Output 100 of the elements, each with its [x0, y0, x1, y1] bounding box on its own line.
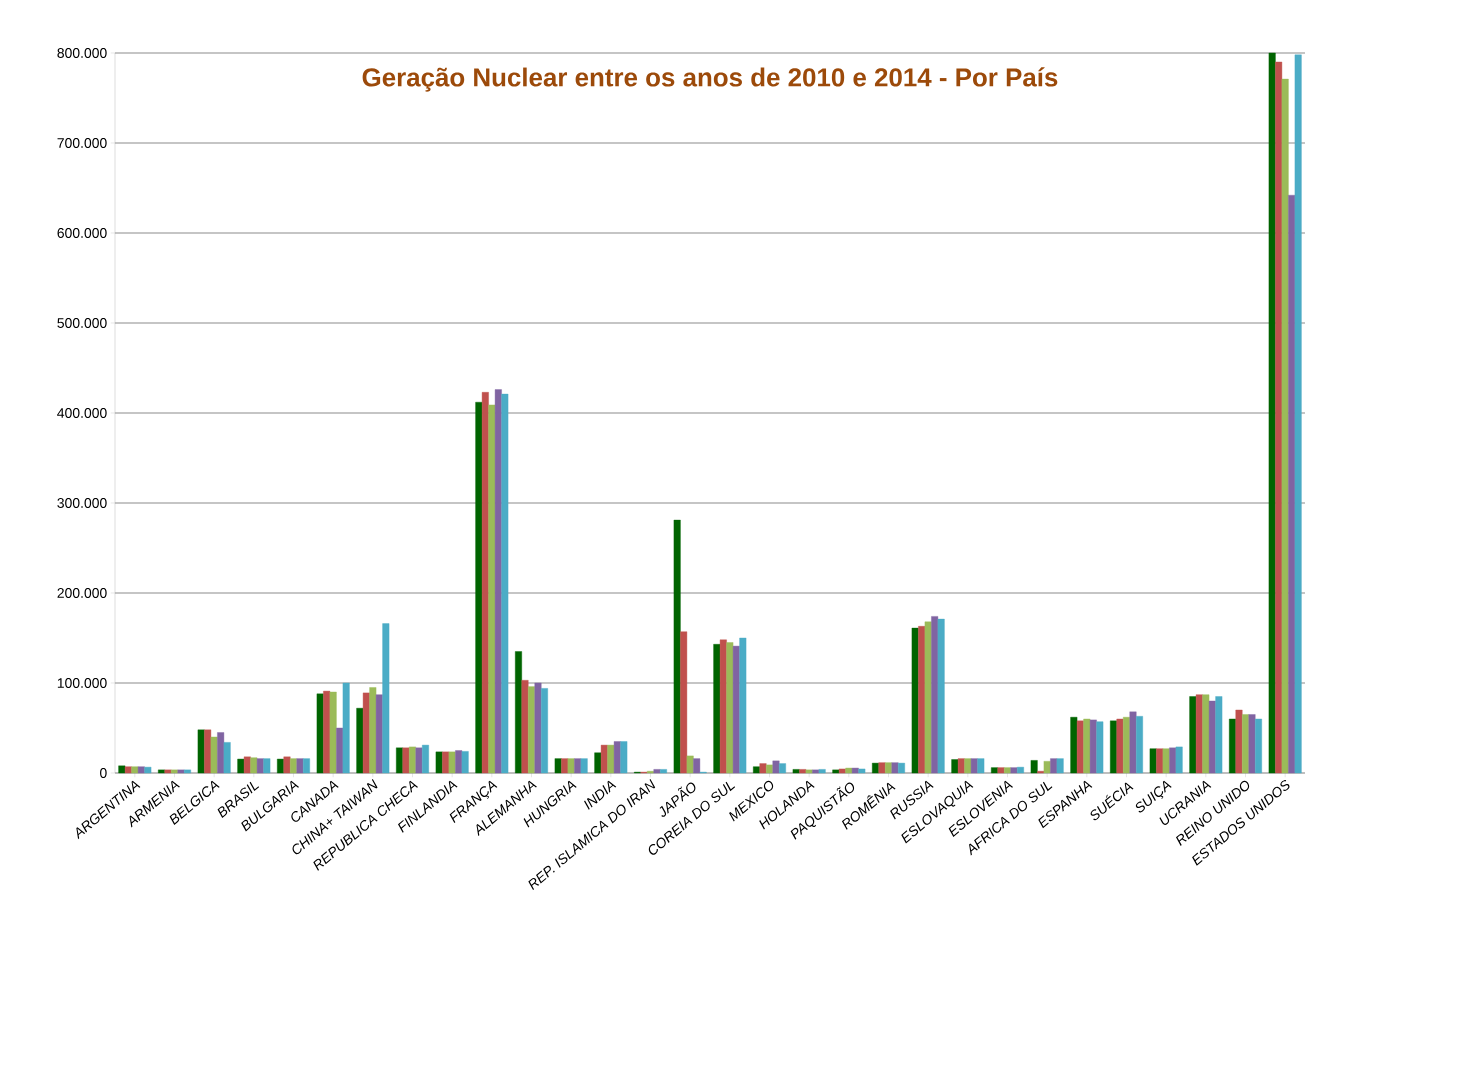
bar — [541, 688, 548, 774]
bar — [362, 692, 370, 774]
bar — [336, 727, 344, 774]
bar — [237, 758, 245, 774]
bar — [957, 758, 965, 774]
bar — [1229, 718, 1236, 774]
bar — [144, 766, 152, 774]
bar — [832, 769, 840, 774]
bar — [197, 729, 205, 774]
bar — [779, 763, 786, 774]
y-tick-label: 500.000 — [57, 318, 107, 328]
y-tick-label: 300.000 — [57, 498, 107, 508]
y-tick-label: 0 — [100, 768, 107, 778]
bar — [580, 758, 588, 774]
bar — [342, 682, 350, 774]
bar — [501, 393, 509, 774]
bar — [1208, 700, 1216, 774]
bar — [845, 767, 853, 774]
bar — [263, 758, 271, 774]
bar — [997, 767, 1005, 774]
y-tick-label: 700.000 — [57, 138, 107, 148]
bar — [838, 768, 846, 774]
bar — [204, 729, 212, 774]
y-tick-label: 600.000 — [57, 228, 107, 238]
bar — [851, 767, 859, 774]
bar — [422, 744, 429, 774]
bar — [719, 639, 727, 774]
bar — [164, 769, 172, 774]
bar — [494, 389, 502, 774]
bar — [686, 755, 694, 774]
bar — [461, 751, 469, 774]
bar — [1083, 718, 1091, 774]
bar — [911, 627, 919, 774]
bar — [481, 392, 489, 774]
bar — [574, 758, 582, 774]
bar — [799, 769, 807, 774]
bar — [898, 762, 905, 774]
bar — [680, 631, 688, 774]
bar — [759, 763, 767, 774]
y-tick-label: 100.000 — [57, 678, 107, 688]
bar — [858, 768, 866, 774]
bar — [296, 758, 304, 774]
bar — [970, 758, 978, 774]
bar — [1010, 767, 1018, 774]
bar — [600, 744, 608, 774]
bar — [567, 758, 575, 774]
bar — [792, 769, 800, 774]
bar — [1050, 758, 1058, 774]
bar — [937, 618, 945, 774]
bar — [1169, 747, 1177, 774]
bar — [369, 687, 377, 774]
bar — [118, 765, 126, 774]
bar — [223, 742, 231, 774]
bar — [1129, 711, 1137, 774]
bar — [653, 769, 661, 774]
bar — [250, 757, 258, 774]
bar — [455, 750, 463, 774]
y-tick-label: 800.000 — [57, 48, 107, 58]
bar — [739, 637, 747, 774]
bar — [977, 758, 985, 774]
bar — [396, 747, 403, 774]
bar — [1076, 720, 1084, 774]
bar — [158, 769, 165, 774]
bar — [766, 764, 773, 774]
bar — [1136, 716, 1143, 774]
bar — [1089, 719, 1097, 774]
bar — [1215, 696, 1223, 774]
bar — [613, 741, 621, 774]
bar — [1149, 748, 1157, 774]
bar — [1017, 766, 1024, 774]
bar — [177, 769, 185, 774]
bar — [812, 769, 820, 774]
bar — [805, 769, 813, 774]
bar — [1248, 714, 1256, 774]
bar — [732, 645, 740, 774]
bar — [217, 732, 225, 774]
bar — [409, 746, 416, 774]
bar — [878, 762, 886, 774]
bar — [1070, 717, 1078, 774]
bar — [607, 744, 615, 774]
bar — [137, 766, 145, 774]
bar — [290, 758, 297, 774]
bar — [1030, 760, 1038, 774]
bar — [1043, 761, 1051, 774]
bar — [131, 766, 139, 774]
bar — [1202, 694, 1210, 774]
text: Geração Nuclear entre os anos de 2010 e 2014 - Por País — [362, 67, 1058, 92]
bar — [818, 769, 826, 774]
bar — [415, 747, 423, 774]
bar — [402, 747, 410, 774]
bar — [1096, 721, 1104, 774]
bar — [924, 621, 932, 774]
bar — [184, 769, 191, 774]
bar — [885, 762, 892, 774]
bar — [124, 766, 132, 774]
y-tick-label: 400.000 — [57, 408, 107, 418]
bar — [442, 751, 450, 774]
bar — [891, 762, 899, 774]
bar — [1056, 758, 1064, 774]
bar — [521, 680, 529, 774]
